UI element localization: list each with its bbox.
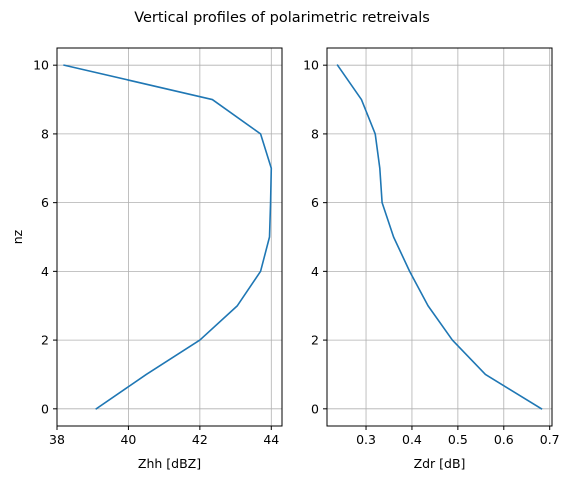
zhh-y-tick-label: 6 (41, 195, 49, 210)
zhh-x-axis-label: Zhh [dBZ] (138, 456, 201, 471)
zhh-y-tick-label: 2 (41, 333, 49, 348)
zdr-x-axis-label: Zdr [dB] (414, 456, 466, 471)
zhh-y-tick-label: 0 (41, 401, 49, 416)
zhh-x-tick-label: 40 (120, 432, 136, 447)
zhh-axes-frame (56, 47, 283, 427)
zhh-y-tick-label: 8 (41, 126, 49, 141)
zdr-x-tick-label: 0.3 (356, 432, 376, 447)
zdr-x-tick-label: 0.5 (448, 432, 468, 447)
zdr-axes-frame (326, 47, 553, 427)
zdr-y-tick-label: 6 (311, 195, 319, 210)
zdr-grid (327, 48, 552, 426)
zhh-grid (56, 48, 282, 426)
zdr-y-tick-label: 8 (311, 126, 319, 141)
zdr-y-tick-label: 10 (303, 58, 319, 73)
zhh-y-tick-label: 10 (33, 58, 49, 73)
zdr-x-tick-label: 0.4 (402, 432, 422, 447)
zhh-profile-panel: 38 40 42 44 0 2 4 6 8 10 Zhh [dBZ] nz (10, 47, 283, 471)
zdr-y-tick-label: 0 (311, 401, 319, 416)
zhh-x-tick-label: 42 (192, 432, 208, 447)
zdr-profile-line (336, 64, 543, 410)
zhh-x-tick-label: 38 (49, 432, 65, 447)
zdr-y-tick-label: 2 (311, 333, 319, 348)
zhh-x-tick-label: 44 (263, 432, 279, 447)
zhh-y-tick-label: 4 (41, 264, 49, 279)
figure-title: Vertical profiles of polarimetric retrei… (134, 10, 430, 26)
zdr-profile-panel: 0.3 0.4 0.5 0.6 0.7 0 2 4 6 8 10 Zdr [dB] (303, 47, 560, 471)
zhh-y-axis-label: nz (10, 229, 25, 244)
zdr-x-tick-label: 0.7 (540, 432, 560, 447)
zdr-y-tick-label: 4 (311, 264, 319, 279)
zhh-profile-line (63, 64, 273, 410)
zdr-x-tick-label: 0.6 (494, 432, 514, 447)
